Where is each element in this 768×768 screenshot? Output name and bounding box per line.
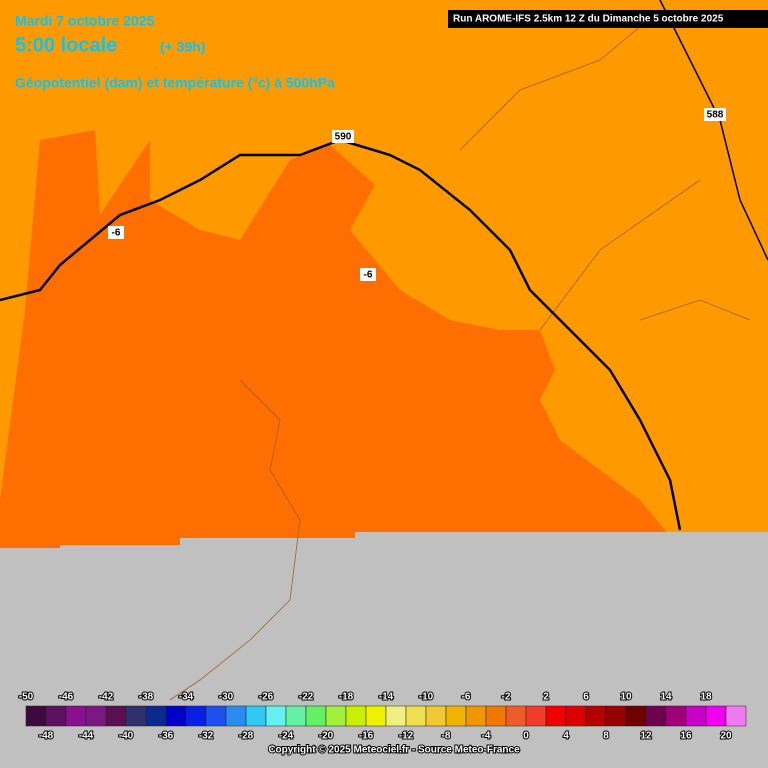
colorbar-swatch [105, 705, 127, 727]
borders [169, 9, 751, 701]
colorbar-swatch [385, 705, 407, 727]
colorbar-label: 18 [700, 692, 712, 703]
colorbar-swatch [685, 705, 707, 727]
colorbar-label: -12 [399, 731, 414, 742]
colorbar-label: 14 [660, 692, 672, 703]
copyright: Copyright © 2025 Meteociel.fr - Source M… [268, 745, 520, 756]
colorbar-swatch [165, 705, 187, 727]
label-box [332, 130, 354, 143]
label-box [360, 268, 376, 281]
colorbar-label: -32 [199, 731, 214, 742]
colorbar-swatch [505, 705, 527, 727]
colorbar-label: -14 [379, 692, 394, 703]
colorbar-swatch [705, 705, 727, 727]
run-box [448, 10, 768, 28]
contour-label: 588 [707, 110, 724, 121]
colorbar-swatch [645, 705, 667, 727]
colorbar-swatch [565, 705, 587, 727]
colorbar-label: -2 [502, 692, 511, 703]
warm-region [0, 130, 665, 560]
colorbar-label: 0 [523, 731, 529, 742]
lead-time: (+ 39h) [160, 39, 206, 55]
run-info: Run AROME-IFS 2.5km 12 Z du Dimanche 5 o… [453, 14, 724, 25]
colorbar-label: 16 [680, 731, 692, 742]
contour-line [0, 138, 682, 531]
colorbar-label: -28 [239, 731, 254, 742]
colorbar-label: -22 [299, 692, 314, 703]
colorbar-swatch [405, 705, 427, 727]
colorbar-label: -36 [159, 731, 174, 742]
colorbar-swatch [205, 705, 227, 727]
time: 5:00 locale [15, 34, 117, 56]
subtitle: Géopotentiel (dam) et température (°c) à… [15, 75, 335, 91]
colorbar-label: -42 [99, 692, 114, 703]
colorbar-label: -38 [139, 692, 154, 703]
colorbar: -50-48-46-44-42-40-38-36-34-32-30-28-26-… [18, 691, 747, 743]
colorbar-label: -20 [319, 731, 334, 742]
colorbar-swatch [465, 705, 487, 727]
colorbar-label: -34 [179, 692, 194, 703]
colorbar-label: -6 [462, 692, 471, 703]
label-box [704, 108, 726, 121]
colorbar-swatch [725, 705, 747, 727]
colorbar-swatch [225, 705, 247, 727]
colorbar-label: 20 [720, 731, 732, 742]
colorbar-label: -4 [482, 731, 491, 742]
colorbar-label: -30 [219, 692, 234, 703]
label-box [108, 226, 124, 239]
colorbar-label: 8 [603, 731, 609, 742]
colorbar-swatch [25, 705, 47, 727]
colorbar-swatch [445, 705, 467, 727]
colorbar-label: -40 [119, 731, 134, 742]
colorbar-swatch [585, 705, 607, 727]
colorbar-swatch [545, 705, 567, 727]
colorbar-swatch [605, 705, 627, 727]
colorbar-label: -46 [59, 692, 74, 703]
colorbar-label: -48 [39, 731, 54, 742]
colorbar-swatch [245, 705, 267, 727]
colorbar-swatch [45, 705, 67, 727]
colorbar-label: 4 [563, 731, 569, 742]
colorbar-swatch [185, 705, 207, 727]
contour-label: 590 [335, 132, 352, 143]
colorbar-label: 2 [543, 692, 549, 703]
colorbar-label: 6 [583, 692, 589, 703]
colorbar-swatch [525, 705, 547, 727]
date: Mardi 7 octobre 2025 [15, 13, 154, 29]
colorbar-label: 10 [620, 692, 632, 703]
colorbar-label: -8 [442, 731, 451, 742]
colorbar-label: -16 [359, 731, 374, 742]
colorbar-swatch [345, 705, 367, 727]
colorbar-swatch [65, 705, 87, 727]
colorbar-swatch [365, 705, 387, 727]
colorbar-swatch [425, 705, 447, 727]
colorbar-swatch [85, 705, 107, 727]
colorbar-label: -50 [19, 692, 34, 703]
temperature-label: -6 [364, 270, 373, 281]
no-data-area [0, 532, 768, 768]
colorbar-swatch [485, 705, 507, 727]
colorbar-swatch [625, 705, 647, 727]
colorbar-swatch [285, 705, 307, 727]
colorbar-swatch [145, 705, 167, 727]
colorbar-swatch [265, 705, 287, 727]
colorbar-label: -10 [419, 692, 434, 703]
colorbar-label: -24 [279, 731, 294, 742]
colorbar-swatch [325, 705, 347, 727]
colorbar-swatch [305, 705, 327, 727]
colorbar-swatch [125, 705, 147, 727]
colorbar-label: -18 [339, 692, 354, 703]
colorbar-label: -26 [259, 692, 274, 703]
colorbar-swatch [665, 705, 687, 727]
temperature-label: -6 [112, 228, 121, 239]
colorbar-label: 12 [640, 731, 652, 742]
colorbar-label: -44 [79, 731, 94, 742]
